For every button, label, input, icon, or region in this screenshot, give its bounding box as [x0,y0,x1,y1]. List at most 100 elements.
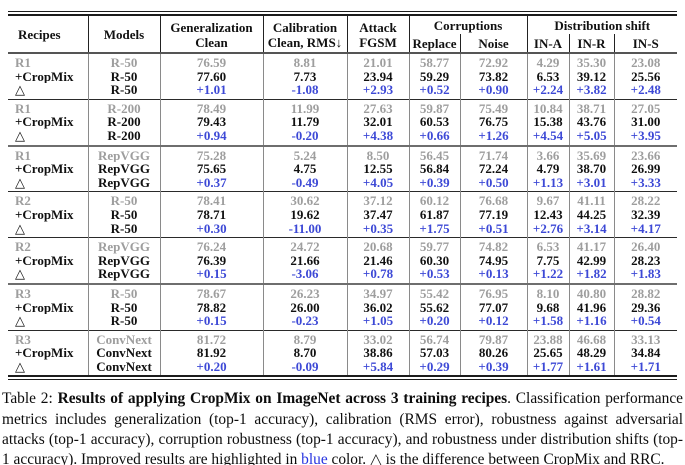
value-cell: 59.77 [408,237,460,254]
value-cell: 79.43 [159,115,263,129]
value-cell: 23.94 [346,69,409,84]
value-cell: 12.55 [346,162,409,176]
cropmix-row: +CropMix R-50 78.71 19.62 37.47 61.87 77.19 12.… [8,207,678,222]
value-cell: +4.54 [526,128,569,146]
model-cell: RepVGG [87,162,160,176]
value-cell: -3.06 [262,267,347,284]
value-cell: 38.70 [568,162,614,176]
value-cell: 80.26 [459,346,527,360]
value-cell: +1.58 [526,314,569,331]
recipe-cell: R2 [15,193,31,208]
col-header-in-a: IN-A [526,34,569,53]
value-cell: 77.19 [459,207,527,222]
recipe-cell: △ [15,175,25,190]
value-cell: 3.66 [526,145,569,163]
value-cell: 74.82 [459,237,527,254]
delta-row: △ R-50 +0.30 -11.00 +0.35 +1.75 +0.51 +2.76 +3.1… [8,221,678,238]
value-cell: 58.77 [408,53,460,70]
value-cell: 75.28 [159,145,263,163]
value-cell: 55.42 [408,283,460,301]
value-cell: +0.29 [408,359,460,377]
model-cell: RepVGG [87,175,160,192]
value-cell: 34.84 [613,346,678,360]
value-cell: 72.92 [459,53,527,70]
cropmix-row: +CropMix R-200 79.43 11.79 32.01 60.53 76.75 15… [8,115,678,129]
col-header-calibration: Calibration Clean, RMS↓ [262,15,347,53]
value-cell: +5.84 [346,359,409,377]
value-cell: 39.12 [568,69,614,84]
value-cell: 21.46 [346,253,409,268]
value-cell: 25.65 [526,346,569,360]
value-cell: 41.11 [568,191,614,208]
value-cell: 4.75 [262,162,347,176]
value-cell: +4.05 [346,175,409,192]
model-cell: R-50 [87,221,160,238]
value-cell: 8.10 [526,283,569,301]
value-cell: 40.80 [568,283,614,301]
value-cell: 26.99 [613,162,678,176]
value-cell: 4.29 [526,53,569,70]
value-cell: 77.60 [159,69,263,84]
group-R2-RepVGG: R2 RepVGG 76.24 24.72 20.68 59.77 74.82 6.53 41.… [8,237,678,284]
value-cell: +1.71 [613,359,678,377]
table-header: Recipes Models Generalization Clean Cali… [8,15,678,53]
recipe-cell: △ [15,267,25,282]
value-cell: +0.15 [159,267,263,284]
value-cell: 33.02 [346,330,409,347]
cropmix-row: +CropMix ConvNext 81.92 8.70 38.86 57.03 80.26… [8,346,678,360]
col-header-generalization: Generalization Clean [159,15,263,53]
recipe-cell: △ [15,128,25,143]
value-cell: 72.24 [459,162,527,176]
value-cell: 35.30 [568,53,614,70]
value-cell: 77.07 [459,300,527,315]
value-cell: 8.79 [262,330,347,347]
value-cell: 38.86 [346,346,409,360]
value-cell: +0.94 [159,128,263,146]
caption-body-1: . Classification performance metrics inc… [2,390,683,465]
value-cell: 59.29 [408,69,460,84]
baseline-row: R2 R-50 78.41 30.62 37.12 60.12 76.68 9.67 41.11… [8,191,678,208]
value-cell: 78.82 [159,300,263,315]
model-cell: R-50 [87,83,160,100]
model-cell: ConvNext [87,359,160,377]
value-cell: 32.39 [613,207,678,222]
value-cell: +0.13 [459,267,527,284]
value-cell: +2.24 [526,83,569,100]
cropmix-row: +CropMix RepVGG 76.39 21.66 21.46 60.30 74.95 7… [8,253,678,268]
value-cell: 8.81 [262,53,347,70]
header-row-2: Replace Noise IN-A IN-R IN-S [8,34,678,53]
model-cell: R-50 [87,69,160,84]
value-cell: +0.12 [459,314,527,331]
caption-label: Table 2: [2,390,58,408]
value-cell: 9.68 [526,300,569,315]
value-cell: 57.03 [408,346,460,360]
model-cell: R-50 [87,53,160,70]
col-header-models: Models [87,15,160,53]
attack-line1: Attack [359,19,397,35]
value-cell: 37.12 [346,191,409,208]
value-cell: 15.38 [526,115,569,129]
model-cell: RepVGG [87,237,160,254]
baseline-row: R2 RepVGG 76.24 24.72 20.68 59.77 74.82 6.53 41.… [8,237,678,254]
recipe-cell: R3 [15,331,31,347]
value-cell: +1.13 [526,175,569,192]
value-cell: 74.95 [459,253,527,268]
value-cell: 20.68 [346,237,409,254]
delta-row: △ R-200 +0.94 -0.20 +4.38 +0.66 +1.26 +4.54 +5.0… [8,128,678,146]
recipe-cell: △ [15,314,25,329]
value-cell: +0.20 [408,314,460,331]
value-cell: 33.13 [613,330,678,347]
value-cell: 25.56 [613,69,678,84]
value-cell: +2.76 [526,221,569,238]
value-cell: 42.99 [568,253,614,268]
col-header-in-s: IN-S [613,34,678,53]
value-cell: 27.05 [613,99,678,116]
model-cell: ConvNext [87,346,160,360]
value-cell: 78.71 [159,207,263,222]
value-cell: +0.51 [459,221,527,238]
recipe-cell: +CropMix [15,69,74,84]
value-cell: 75.65 [159,162,263,176]
value-cell: 38.71 [568,99,614,116]
value-cell: 44.25 [568,207,614,222]
baseline-row: R3 R-50 78.67 26.23 34.97 55.42 76.95 8.10 40.80… [8,283,678,301]
